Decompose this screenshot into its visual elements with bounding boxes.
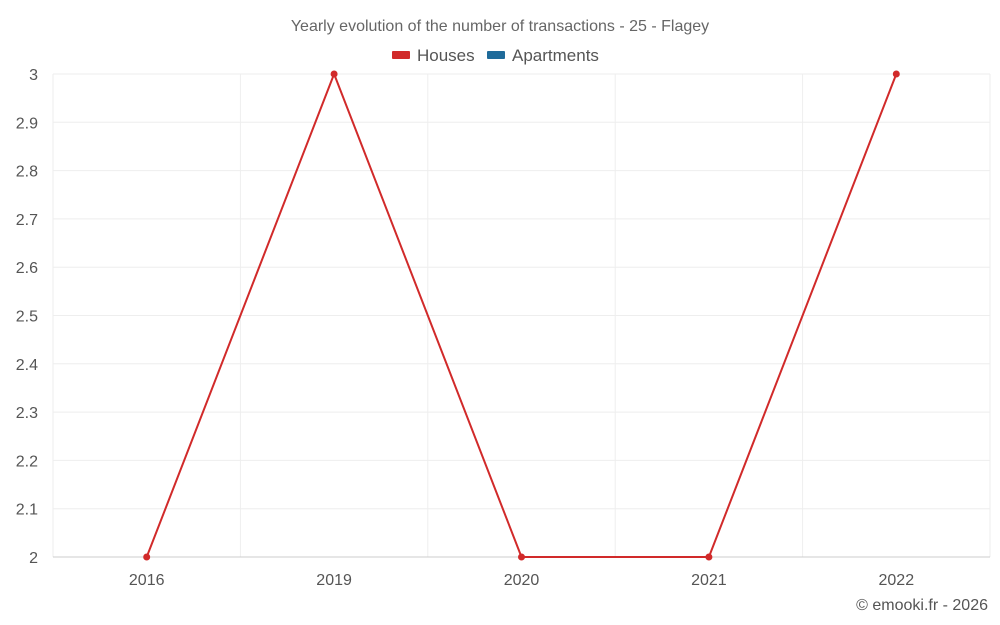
legend-swatch-apartments bbox=[487, 51, 505, 59]
data-point-houses[interactable] bbox=[143, 553, 151, 561]
y-tick-label: 2.4 bbox=[16, 357, 38, 374]
y-tick-label: 2.1 bbox=[16, 502, 38, 519]
legend-label-apartments: Apartments bbox=[512, 46, 599, 65]
y-tick-label: 2 bbox=[29, 550, 38, 567]
x-tick-label: 2016 bbox=[129, 572, 165, 589]
y-tick-label: 2.8 bbox=[16, 164, 38, 181]
x-tick-label: 2020 bbox=[504, 572, 540, 589]
x-axis-ticks: 2016 2019 2020 2021 2022 bbox=[129, 572, 914, 589]
y-tick-label: 2.9 bbox=[16, 115, 38, 132]
chart-title: Yearly evolution of the number of transa… bbox=[291, 18, 709, 35]
series-layer bbox=[143, 70, 900, 561]
y-tick-label: 2.3 bbox=[16, 405, 38, 422]
y-tick-label: 3 bbox=[29, 67, 38, 84]
legend-item-apartments[interactable]: Apartments bbox=[487, 46, 599, 65]
x-tick-label: 2019 bbox=[316, 572, 352, 589]
data-point-houses[interactable] bbox=[330, 70, 338, 78]
legend: Houses Apartments bbox=[392, 46, 599, 65]
data-point-houses[interactable] bbox=[892, 70, 900, 78]
y-tick-label: 2.6 bbox=[16, 260, 38, 277]
legend-label-houses: Houses bbox=[417, 46, 475, 65]
credit-text: © emooki.fr - 2026 bbox=[856, 597, 988, 614]
x-tick-label: 2021 bbox=[691, 572, 727, 589]
x-tick-label: 2022 bbox=[879, 572, 915, 589]
y-tick-label: 2.5 bbox=[16, 309, 38, 326]
legend-item-houses[interactable]: Houses bbox=[392, 46, 475, 65]
data-point-houses[interactable] bbox=[705, 553, 713, 561]
grid bbox=[52, 73, 991, 558]
legend-swatch-houses bbox=[392, 51, 410, 59]
y-tick-label: 2.7 bbox=[16, 212, 38, 229]
y-tick-label: 2.2 bbox=[16, 453, 38, 470]
data-point-houses[interactable] bbox=[518, 553, 525, 561]
y-axis-ticks: 2 2.1 2.2 2.3 2.4 2.5 2.6 2.7 2.8 2.9 3 bbox=[16, 67, 38, 567]
